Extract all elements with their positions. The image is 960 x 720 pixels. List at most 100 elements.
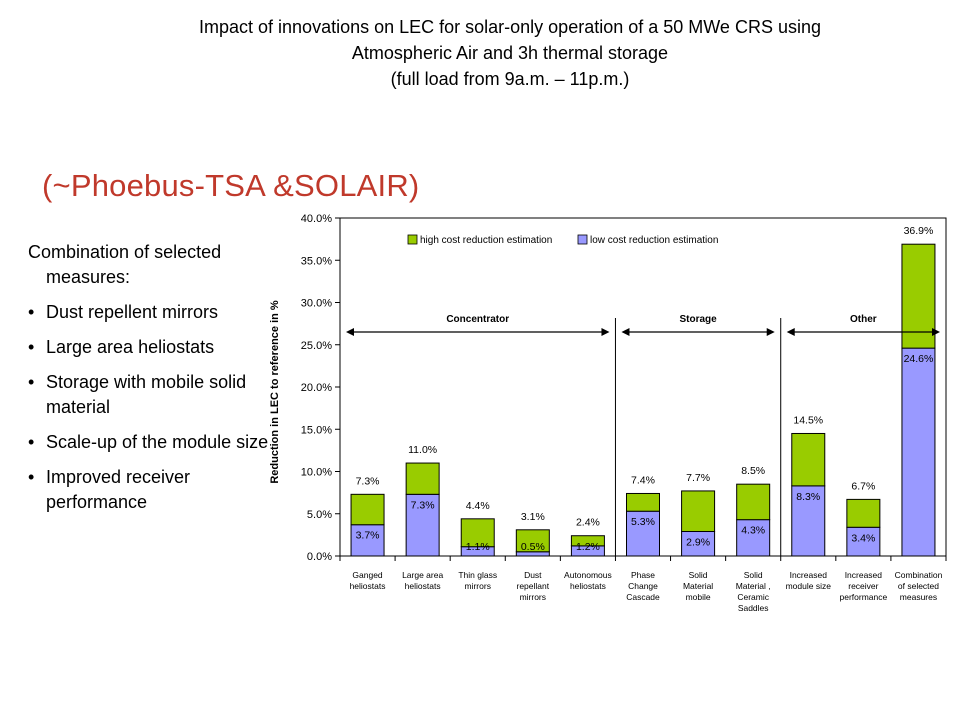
low-value-label: 3.7%: [356, 530, 380, 542]
bar-high-estimate: [460, 518, 495, 548]
bullet-item: • Improved receiver performance: [28, 465, 273, 515]
group-arrow-head-left: [786, 328, 795, 336]
y-tick-label: 0.0%: [307, 551, 332, 563]
bar-high-estimate: [626, 492, 660, 512]
bullet-text: Dust repellent mirrors: [46, 302, 219, 322]
x-category-label: Combination: [895, 570, 943, 580]
x-category-label: Phase: [631, 570, 655, 580]
x-category-label: Material: [683, 581, 713, 591]
total-value-label: 36.9%: [904, 225, 934, 237]
x-category-label: mirrors: [465, 581, 491, 591]
x-category-label: Autonomous: [564, 570, 612, 580]
y-tick-label: 20.0%: [301, 382, 332, 394]
total-value-label: 14.5%: [793, 414, 823, 426]
bar-low-estimate: [901, 347, 936, 557]
x-category-label: mobile: [686, 592, 711, 602]
bar-low-estimate: [350, 524, 385, 557]
bar-high-estimate: [846, 498, 881, 528]
bar-high-estimate: [901, 243, 936, 349]
x-category-label: Increased: [790, 570, 828, 580]
total-value-label: 7.4%: [631, 474, 655, 486]
group-arrow-head-right: [932, 328, 940, 336]
legend-label-high: high cost reduction estimation: [420, 235, 552, 246]
x-category-label: Dust: [524, 570, 542, 580]
measures-intro: Combination of selected measures:: [28, 242, 222, 287]
low-value-label: 3.4%: [851, 532, 875, 544]
measures-list: Combination of selected measures: • Dust …: [28, 240, 273, 525]
legend-label-low: low cost reduction estimation: [590, 235, 718, 246]
low-value-label: 1.1%: [466, 541, 490, 553]
low-value-label: 5.3%: [631, 516, 655, 528]
bullet-text: Large area heliostats: [46, 337, 215, 357]
legend-swatch-low: [577, 234, 588, 245]
low-value-label: 24.6%: [904, 353, 934, 365]
x-category-label: Change: [628, 581, 658, 591]
x-category-label: Solid: [689, 570, 708, 580]
bullet-text: Storage with mobile solid material: [46, 372, 247, 417]
bar-low-estimate: [626, 510, 660, 557]
x-category-label: module size: [786, 581, 832, 591]
total-value-label: 7.7%: [686, 472, 710, 484]
x-category-label: performance: [840, 592, 888, 602]
group-arrow-head-left: [346, 328, 354, 336]
y-axis-label: Reduction in LEC to reference in %: [269, 300, 281, 484]
x-category-label: heliostats: [405, 581, 441, 591]
y-tick-label: 35.0%: [301, 255, 332, 267]
slide-title: Impact of innovations on LEC for solar-o…: [0, 14, 960, 92]
bar-low-estimate: [736, 519, 771, 557]
bullet-glyph: •: [28, 337, 35, 357]
low-value-label: 1.2%: [576, 541, 600, 553]
group-arrow-head-right: [766, 328, 775, 336]
bar-low-estimate: [846, 526, 881, 557]
low-value-label: 7.3%: [411, 499, 435, 511]
x-category-label: receiver: [848, 581, 878, 591]
x-category-label: Large area: [402, 570, 443, 580]
y-tick-label: 10.0%: [301, 467, 332, 479]
legend-swatch-high: [407, 234, 418, 245]
x-category-label: heliostats: [570, 581, 606, 591]
bullet-text: Improved receiver performance: [46, 467, 191, 512]
bullet-item: • Storage with mobile solid material: [28, 370, 273, 420]
total-value-label: 7.3%: [356, 475, 380, 487]
y-tick-label: 15.0%: [301, 424, 332, 436]
x-category-label: Cascade: [626, 592, 660, 602]
y-tick-label: 30.0%: [301, 298, 332, 310]
low-value-label: 0.5%: [521, 541, 545, 553]
bar-high-estimate: [736, 483, 771, 521]
total-value-label: 2.4%: [576, 517, 600, 529]
total-value-label: 3.1%: [521, 511, 545, 523]
total-value-label: 11.0%: [408, 444, 437, 456]
group-arrow-head-left: [621, 328, 630, 336]
x-category-label: mirrors: [520, 592, 546, 602]
stacked-bar-chart: 0.0% 5.0% 10.0% 15.0% 20.0% 25.0% 30.0% 35.0% 40…: [269, 213, 947, 613]
total-value-label: 4.4%: [466, 500, 490, 512]
x-category-label: repellant: [517, 581, 550, 591]
title-line-3: (full load from 9a.m. – 11p.m.): [390, 69, 630, 89]
bullet-text: Scale-up of the module size: [46, 432, 269, 452]
bullet-item: • Large area heliostats: [28, 335, 273, 360]
x-category-label: Ganged: [352, 570, 383, 580]
group-label: Concentrator: [446, 314, 509, 325]
group-arrow-head-right: [601, 328, 610, 336]
bar-high-estimate: [515, 529, 550, 553]
total-value-label: 8.5%: [741, 465, 765, 477]
x-category-label: of selected: [898, 581, 939, 591]
bar-high-estimate: [681, 490, 716, 532]
x-category-label: Material ,: [736, 581, 771, 591]
bullet-glyph: •: [28, 372, 35, 392]
bar-high-estimate: [350, 493, 385, 526]
x-category-label: Thin glass: [458, 570, 497, 580]
bar-high-estimate: [405, 462, 440, 495]
low-value-label: 8.3%: [796, 491, 820, 503]
bullet-glyph: •: [28, 302, 35, 322]
x-category-label: heliostats: [350, 581, 386, 591]
total-value-label: 6.7%: [851, 480, 875, 492]
x-category-label: measures: [900, 592, 937, 602]
title-line-1: Impact of innovations on LEC for solar-o…: [199, 17, 821, 37]
y-tick-label: 40.0%: [301, 213, 332, 225]
low-value-label: 2.9%: [686, 536, 710, 548]
x-category-label: Solid: [744, 570, 763, 580]
bar-high-estimate: [791, 432, 826, 487]
y-tick-label: 5.0%: [307, 509, 332, 521]
bullet-glyph: •: [28, 467, 35, 487]
